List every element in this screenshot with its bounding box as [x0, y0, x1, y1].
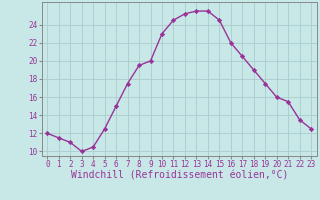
- X-axis label: Windchill (Refroidissement éolien,°C): Windchill (Refroidissement éolien,°C): [70, 171, 288, 181]
